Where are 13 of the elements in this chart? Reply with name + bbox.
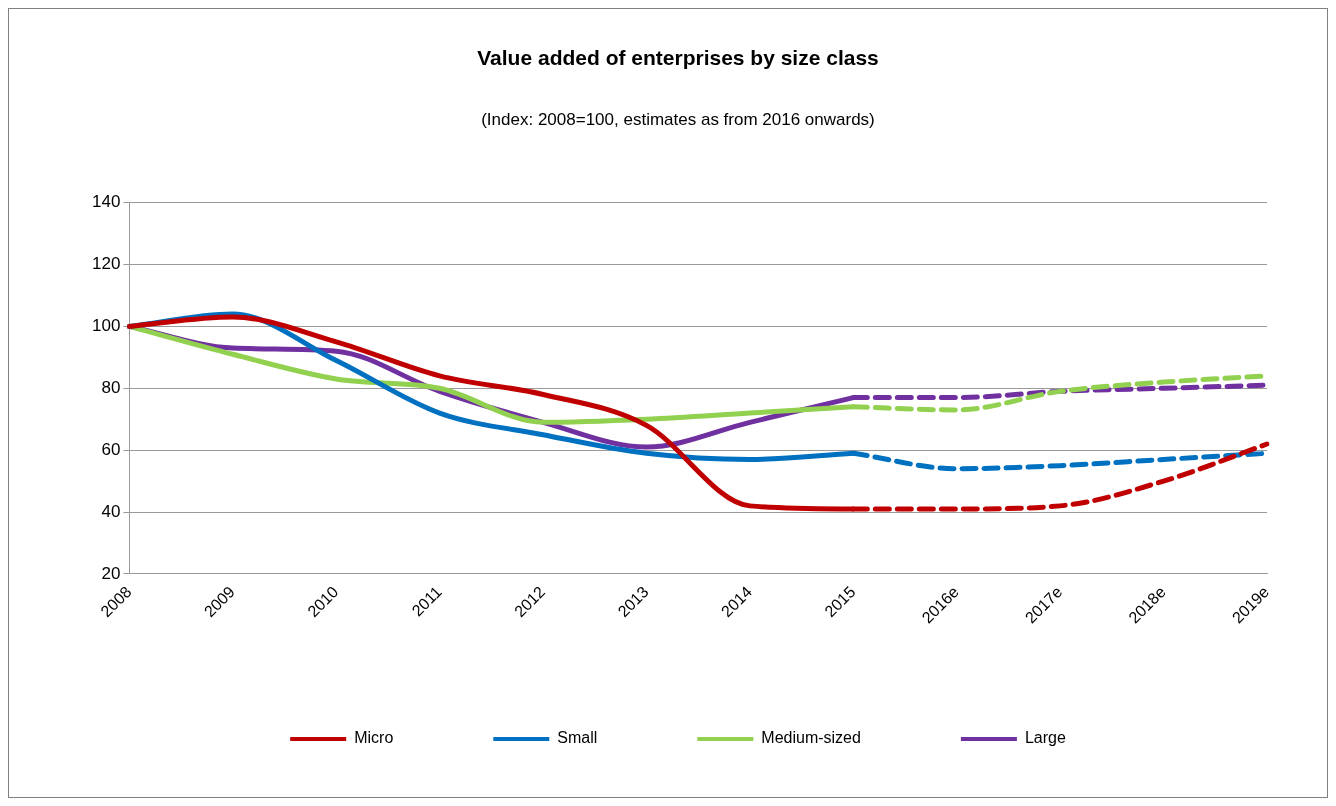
legend-label: Large [1024,729,1066,747]
y-tick-label: 40 [101,501,121,521]
chart-subtitle: (Index: 2008=100, estimates as from 2016 onwards) [481,110,875,130]
y-tick-label: 140 [91,192,121,212]
y-tick-label: 80 [101,377,121,397]
chart-title: Value added of enterprises by size class [477,46,879,70]
y-tick-label: 20 [101,563,121,583]
legend-label: Micro [354,729,394,747]
y-tick-label: 100 [91,316,121,336]
legend-label: Small [557,729,598,747]
y-tick-label: 60 [101,439,121,459]
legend-label: Medium-sized [761,729,861,747]
y-tick-label: 120 [91,254,121,274]
